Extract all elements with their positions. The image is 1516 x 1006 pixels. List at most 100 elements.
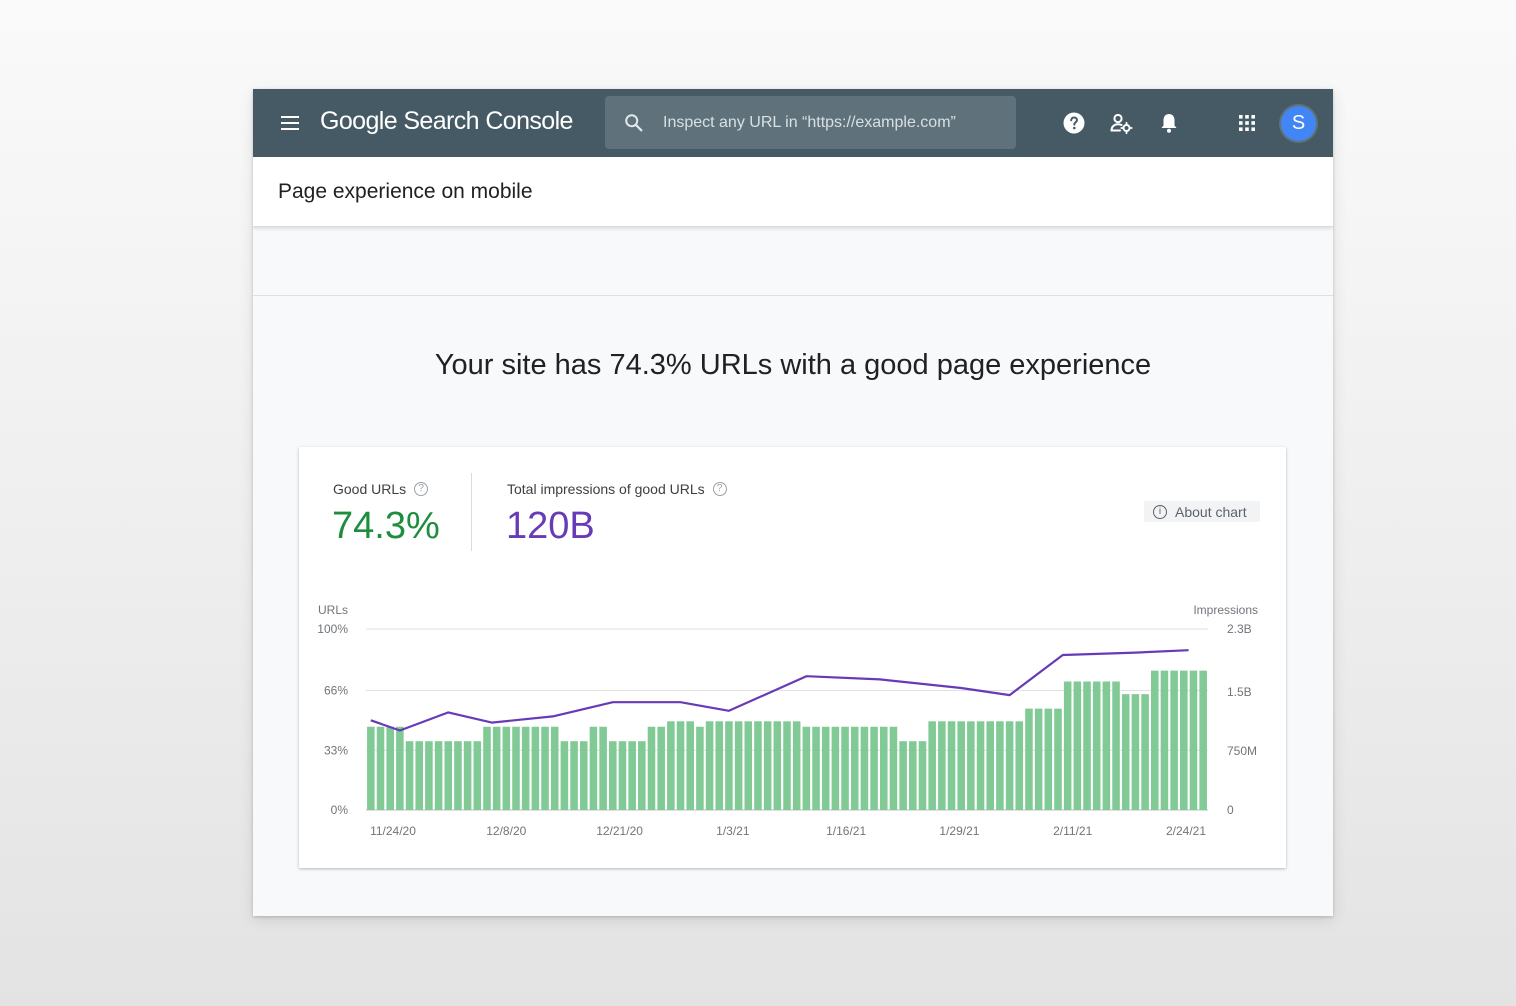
x-axis-tick: 11/24/20 — [370, 824, 416, 838]
good-urls-bar — [483, 726, 491, 810]
good-urls-bar — [1131, 694, 1140, 810]
good-urls-bar — [725, 721, 733, 810]
good-urls-bar — [792, 721, 801, 810]
impressions-label-text: Total impressions of good URLs — [507, 481, 705, 497]
good-urls-bar — [860, 726, 869, 810]
good-urls-bar — [1073, 681, 1082, 810]
url-inspect-search[interactable] — [605, 96, 1016, 149]
x-axis-tick: 2/24/21 — [1166, 824, 1206, 838]
good-urls-bar — [609, 741, 617, 810]
good-urls-bar — [715, 721, 724, 810]
good-urls-bar — [957, 721, 965, 810]
right-axis-tick: 0 — [1227, 803, 1234, 817]
impressions-value: 120B — [506, 505, 595, 547]
account-avatar[interactable]: S — [1281, 106, 1316, 141]
left-axis-tick: 100% — [317, 622, 348, 636]
x-axis-tick: 1/16/21 — [826, 824, 866, 838]
good-urls-bar — [783, 721, 791, 810]
x-axis-tick: 1/29/21 — [939, 824, 979, 838]
good-urls-bar — [628, 741, 636, 810]
good-urls-bar — [986, 721, 995, 810]
good-urls-bar — [686, 721, 694, 810]
impressions-label: Total impressions of good URLs ? — [507, 481, 727, 497]
good-urls-bar — [434, 741, 443, 810]
good-urls-bar — [589, 726, 598, 810]
good-urls-bar — [579, 741, 588, 810]
good-urls-bar — [367, 726, 375, 810]
good-urls-bar — [570, 741, 578, 810]
good-urls-bar — [831, 726, 840, 810]
x-axis-tick: 2/11/21 — [1053, 824, 1092, 838]
good-urls-bar — [1083, 681, 1091, 810]
good-urls-bar — [415, 741, 424, 810]
section-divider — [253, 295, 1333, 296]
menu-icon[interactable] — [279, 113, 301, 133]
good-urls-bar — [376, 726, 385, 810]
good-urls-bar — [947, 721, 956, 810]
good-urls-bar — [1063, 681, 1072, 810]
impressions-line — [370, 649, 1189, 732]
search-console-window: Google Search Console — [253, 89, 1333, 916]
app-title[interactable]: Google Search Console — [320, 107, 573, 135]
x-axis-tick: 12/8/20 — [486, 824, 526, 838]
good-urls-bar — [599, 726, 607, 810]
good-urls-bar — [889, 726, 898, 810]
page-title: Page experience on mobile — [278, 180, 533, 203]
right-axis-tick: 2.3B — [1227, 622, 1252, 636]
users-settings-icon[interactable] — [1109, 111, 1133, 135]
help-icon[interactable] — [1062, 111, 1086, 135]
good-urls-bar — [734, 721, 743, 810]
good-urls-bar — [1170, 670, 1178, 810]
about-chart-button[interactable]: i About chart — [1144, 501, 1260, 522]
good-urls-bar — [618, 741, 627, 810]
good-urls-bar — [967, 721, 975, 810]
apps-icon[interactable] — [1235, 111, 1259, 135]
page-experience-chart: URLs Impressions 100% 66% 33% 0% 2.3B 1.5B 750M 0… — [317, 603, 1258, 838]
good-urls-bar — [754, 721, 762, 810]
good-urls-bar — [909, 741, 917, 810]
good-urls-bar — [899, 741, 907, 810]
good-urls-bar — [454, 741, 462, 810]
good-urls-bar — [1025, 708, 1033, 810]
help-circle-icon[interactable]: ? — [712, 482, 727, 496]
good-urls-bar — [841, 726, 849, 810]
help-circle-icon[interactable]: ? — [414, 482, 429, 496]
good-urls-bar — [531, 726, 540, 810]
good-urls-bar — [1141, 694, 1149, 810]
good-urls-bar — [1112, 681, 1120, 810]
good-urls-bar — [1015, 721, 1024, 810]
good-urls-bar — [1102, 681, 1111, 810]
good-urls-bar — [870, 726, 878, 810]
metric-divider — [471, 473, 472, 551]
good-urls-bar — [638, 741, 646, 810]
good-urls-bar — [647, 726, 656, 810]
good-urls-bar — [744, 721, 753, 810]
good-urls-bar — [821, 726, 830, 810]
good-urls-bar — [667, 721, 675, 810]
about-chart-label: About chart — [1175, 503, 1247, 520]
good-urls-bar — [705, 721, 714, 810]
url-inspect-input[interactable] — [663, 109, 1003, 137]
good-urls-bar — [1121, 694, 1130, 810]
good-urls-bar — [938, 721, 946, 810]
good-urls-bar — [1150, 670, 1159, 810]
good-urls-label-text: Good URLs — [333, 481, 407, 497]
good-urls-bar — [1034, 708, 1043, 810]
left-axis-tick: 0% — [331, 803, 349, 817]
good-urls-bar — [657, 726, 665, 810]
good-urls-bar — [463, 741, 472, 810]
good-urls-label: Good URLs ? — [333, 481, 429, 497]
good-urls-bar — [386, 726, 394, 810]
good-urls-bar — [405, 741, 414, 810]
good-urls-bar — [1054, 708, 1062, 810]
good-urls-bar — [1005, 721, 1014, 810]
left-axis-tick: 33% — [324, 743, 348, 757]
good-urls-bar — [928, 721, 936, 810]
search-icon — [625, 114, 643, 132]
page-experience-headline: Your site has 74.3% URLs with a good pag… — [434, 349, 1152, 381]
bell-icon[interactable] — [1157, 111, 1181, 135]
x-axis-tick: 1/3/21 — [716, 824, 750, 838]
good-urls-bar — [444, 741, 453, 810]
good-urls-bar — [812, 726, 820, 810]
good-urls-bar — [425, 741, 433, 810]
